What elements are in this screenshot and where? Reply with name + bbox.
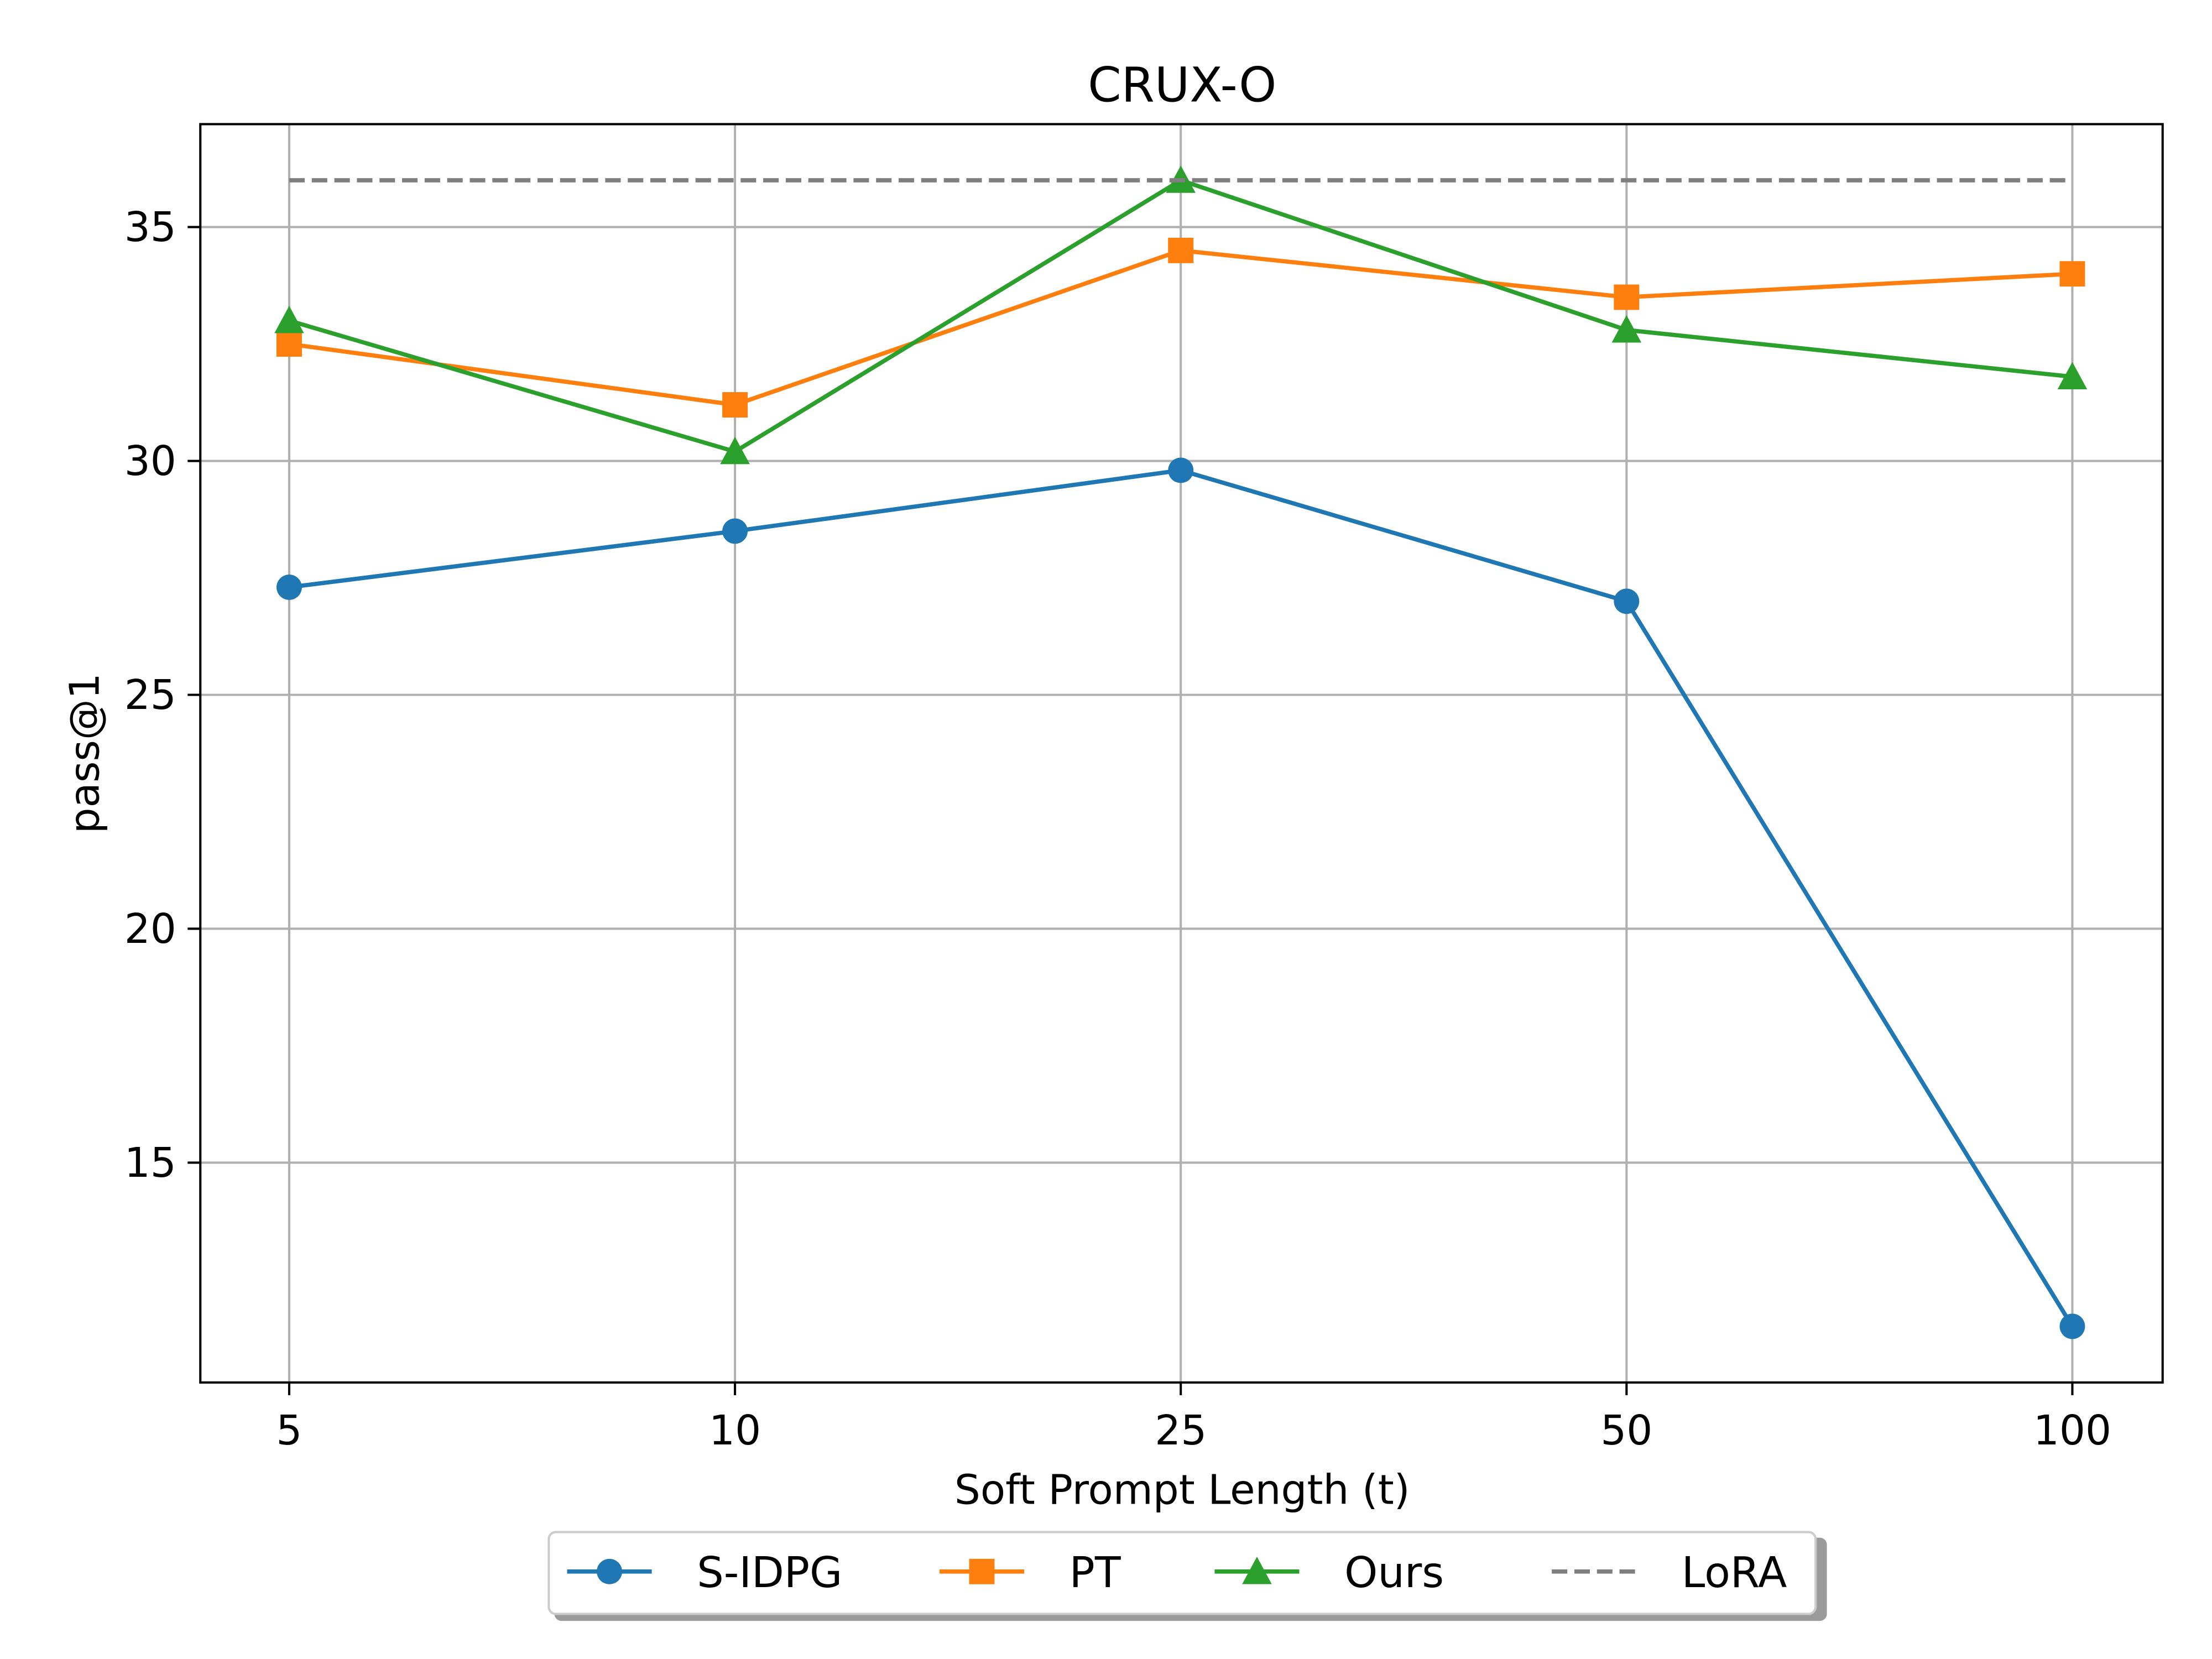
chart-background (0, 11, 2212, 1648)
series-layer (274, 165, 2088, 1339)
legend-box (547, 1531, 1817, 1615)
y-tick-label: 15 (124, 1139, 176, 1187)
data-point-ours (720, 436, 750, 465)
legend-label-s-idpg: S-IDPG (697, 1548, 842, 1598)
data-point-s-idpg (1614, 588, 1640, 614)
data-point-pt (1168, 237, 1194, 263)
legend-marker-ours (1242, 1557, 1272, 1584)
x-tick-label: 100 (2033, 1407, 2111, 1454)
y-axis-ticks: 15 20 25 30 35 (124, 204, 201, 1187)
y-tick-label: 35 (124, 204, 176, 251)
legend-marker-s-idpg (597, 1558, 622, 1584)
chart-title: CRUX-O (1088, 58, 1276, 113)
y-axis-label: pass@1 (61, 673, 109, 833)
data-point-pt (2059, 261, 2085, 287)
x-axis-label: Soft Prompt Length (t) (954, 1466, 1410, 1514)
data-point-pt (276, 331, 302, 357)
legend-item-lora: LoRA (1552, 1548, 1787, 1598)
x-tick-label: 50 (1600, 1407, 1652, 1454)
data-point-ours (274, 305, 304, 333)
data-point-s-idpg (276, 574, 302, 600)
x-axis-ticks: 5 10 25 50 100 (276, 1383, 2111, 1454)
data-point-s-idpg (722, 518, 748, 544)
legend-marker-pt (969, 1558, 995, 1584)
y-tick-label: 25 (124, 671, 176, 719)
series-pt (276, 237, 2085, 418)
legend-item-pt: PT (939, 1548, 1121, 1598)
legend-label-pt: PT (1070, 1548, 1121, 1598)
legend-item-s-idpg: S-IDPG (567, 1548, 842, 1598)
series-s-idpg (276, 457, 2085, 1339)
x-tick-label: 25 (1155, 1407, 1207, 1454)
y-tick-label: 30 (124, 437, 176, 485)
data-point-s-idpg (2059, 1313, 2085, 1339)
data-point-s-idpg (1168, 457, 1194, 483)
data-point-ours (2057, 362, 2088, 390)
legend-label-lora: LoRA (1682, 1548, 1787, 1598)
legend-item-ours: Ours (1214, 1548, 1444, 1598)
data-point-pt (1614, 284, 1640, 310)
x-tick-label: 10 (709, 1407, 761, 1454)
data-point-pt (722, 392, 748, 418)
y-tick-label: 20 (124, 905, 176, 953)
data-point-ours (1611, 315, 1642, 343)
legend-items: S-IDPG PT Ours LoRA (567, 1548, 1787, 1598)
legend-label-ours: Ours (1344, 1548, 1444, 1598)
legend: S-IDPG PT Ours LoRA (547, 1531, 1827, 1621)
x-tick-label: 5 (276, 1407, 302, 1454)
